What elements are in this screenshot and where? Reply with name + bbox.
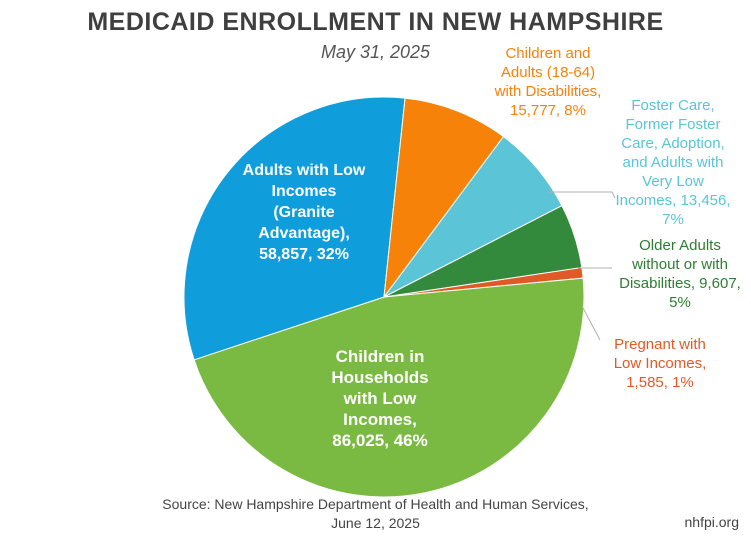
slice-label-line: Foster Care, [631, 97, 714, 114]
slice-label-line: 58,857, 32% [259, 246, 349, 263]
slice-label-line: Former Foster [625, 116, 720, 133]
label-adults-granite-advantage: Adults with Low Incomes (Granite Advantage)… [243, 162, 366, 263]
slice-older-adults [383, 205, 583, 298]
slice-label-line: 15,777, 8% [510, 102, 586, 119]
slice-children-low-incomes [193, 277, 585, 498]
label-children-low-incomes: Children in Households with Low Incomes, 86,… [331, 347, 428, 450]
chart-subtitle: May 31, 2025 [320, 42, 431, 62]
slice-label-line: (Granite [273, 204, 334, 221]
slice-adults-granite-advantage [183, 96, 406, 361]
label-foster-care: Foster Care, Former Foster Care, Adoption,… [615, 97, 730, 228]
brand-url: nhfpi.org [684, 514, 739, 530]
source-note: Source: New Hampshire Department of Heal… [0, 495, 751, 533]
source-line-1: Source: New Hampshire Department of Heal… [162, 496, 589, 512]
label-older-adults: Older Adults without or with Disabilities,… [619, 237, 741, 311]
slice-disabilities [383, 97, 505, 299]
source-line-2: June 12, 2025 [331, 515, 420, 531]
chart-title: MEDICAID ENROLLMENT IN NEW HAMPSHIRE [87, 8, 664, 36]
slice-label-line: Care, Adoption, [621, 135, 724, 152]
slice-label-line: 5% [669, 294, 691, 311]
leader-line [581, 305, 601, 341]
slice-label-line: with Low [343, 389, 417, 408]
slice-label-line: 7% [662, 211, 684, 228]
slice-label-line: with Disabilities, [494, 83, 602, 100]
label-disabilities: Children and Adults (18-64) with Disabilit… [494, 45, 602, 119]
slice-label-line: Low Incomes, [614, 355, 707, 372]
slice-label-line: Pregnant with [614, 336, 706, 353]
slice-label-line: Incomes, [343, 410, 417, 429]
slice-label-line: Very Low [642, 173, 704, 190]
slice-label-line: Disabilities, 9,607, [619, 275, 741, 292]
slice-label-line: Incomes, 13,456, [615, 192, 730, 209]
slice-label-line: Advantage), [258, 225, 350, 242]
slice-label-line: Incomes [272, 183, 337, 200]
slice-label-line: Older Adults [639, 237, 721, 254]
slice-label-line: Households [331, 368, 428, 387]
slice-label-line: Children in [336, 347, 425, 366]
label-pregnant: Pregnant with Low Incomes, 1,585, 1% [614, 336, 707, 391]
leader-line [548, 191, 616, 199]
slice-label-line: Adults with Low [243, 162, 366, 179]
slice-label-line: 1,585, 1% [626, 374, 694, 391]
slice-label-line: Children and [505, 45, 590, 62]
slice-label-line: without or with [631, 256, 728, 273]
slice-label-line: Adults (18-64) [501, 64, 595, 81]
slice-label-line: 86,025, 46% [332, 431, 427, 450]
slice-label-line: and Adults with [623, 154, 724, 171]
